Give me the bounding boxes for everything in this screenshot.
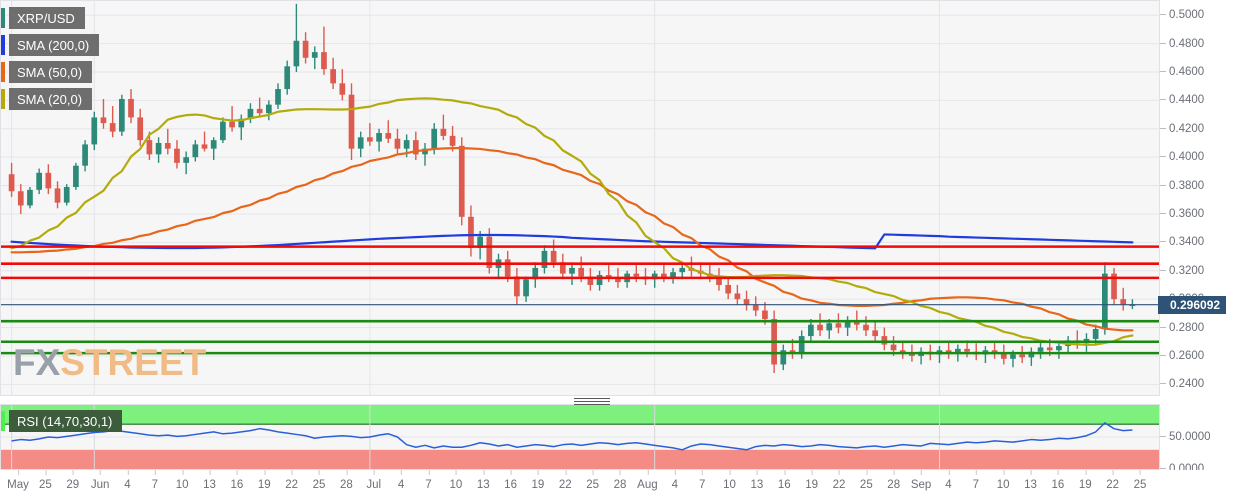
time-tick: 4 xyxy=(124,470,131,491)
rsi-color-swatch xyxy=(1,411,5,431)
legend-sma-200-label: SMA (200,0) xyxy=(17,37,90,53)
time-tick: 7 xyxy=(973,470,979,491)
symbol-color-swatch xyxy=(1,8,5,28)
time-tick: 25 xyxy=(586,470,599,491)
time-tick: 13 xyxy=(750,470,763,491)
time-tick: 16 xyxy=(1051,470,1064,491)
time-tick: 7 xyxy=(152,470,158,491)
pane-separator xyxy=(0,396,1244,404)
legend-sma-20[interactable]: SMA (20,0) xyxy=(1,88,93,110)
time-tick: 25 xyxy=(860,470,873,491)
watermark-fx: FX xyxy=(13,342,61,383)
time-tick: 19 xyxy=(258,470,271,491)
time-tick: 10 xyxy=(723,470,736,491)
time-tick: 28 xyxy=(340,470,353,491)
legend-sma-50-label: SMA (50,0) xyxy=(17,64,83,80)
time-tick: 25 xyxy=(1134,470,1146,491)
time-tick: 13 xyxy=(203,470,216,491)
time-tick: 4 xyxy=(672,470,678,491)
time-tick: 29 xyxy=(66,470,79,491)
time-tick: 13 xyxy=(477,470,490,491)
sma-200-color-swatch xyxy=(1,35,5,55)
legend-sma-20-label: SMA (20,0) xyxy=(17,91,83,107)
time-tick: 4 xyxy=(945,470,952,491)
watermark-street: STREET xyxy=(60,342,207,383)
time-tick: Aug xyxy=(637,470,658,491)
pane-resize-handle[interactable] xyxy=(574,396,610,405)
rsi-axis-scale[interactable]: 50.0000 0.0000 xyxy=(1160,404,1244,475)
rsi-plot-area[interactable] xyxy=(1,405,1159,469)
price-axis-scale[interactable]: 0.5000 0.4800 0.4600 0.4400 0.4200 0.4000 0.38… xyxy=(1160,0,1244,396)
time-tick: Sep xyxy=(911,470,931,491)
fxstreet-watermark: FXSTREET xyxy=(13,342,206,384)
time-tick: 10 xyxy=(449,470,462,491)
time-tick: 22 xyxy=(285,470,298,491)
time-tick: 4 xyxy=(398,470,404,491)
time-tick: 7 xyxy=(425,470,432,491)
price-chart-pane[interactable]: XRP/USD SMA (200,0) SMA (50,0) SMA (20,0… xyxy=(0,0,1160,396)
time-tick: 28 xyxy=(614,470,626,491)
time-tick: May xyxy=(7,470,29,491)
time-axis-scale[interactable]: May 25 29 Jun 4 7 10 13 16 19 22 25 28 Jul 4 7 10 13 16 19 2… xyxy=(0,470,1244,501)
time-tick: Jun xyxy=(91,470,109,491)
legend-sma-50[interactable]: SMA (50,0) xyxy=(1,61,93,83)
time-tick: 22 xyxy=(833,470,845,491)
time-tick: 25 xyxy=(313,470,325,491)
legend-rsi[interactable]: RSI (14,70,30,1) xyxy=(1,410,123,432)
time-tick: Jul xyxy=(366,470,381,491)
current-price-badge: 0.296092 xyxy=(1158,295,1227,314)
time-tick: 16 xyxy=(778,470,791,491)
price-plot-area[interactable] xyxy=(1,1,1159,395)
time-tick: 10 xyxy=(997,470,1010,491)
time-tick: 10 xyxy=(176,470,189,491)
rsi-indicator-pane[interactable]: RSI (14,70,30,1) xyxy=(0,404,1160,470)
legend-sma-200[interactable]: SMA (200,0) xyxy=(1,34,100,56)
time-tick: 19 xyxy=(805,470,818,491)
legend-rsi-label: RSI (14,70,30,1) xyxy=(17,413,113,429)
legend-symbol-label: XRP/USD xyxy=(17,10,75,26)
sma-50-color-swatch xyxy=(1,62,5,82)
price-chart-svg xyxy=(1,1,1159,395)
time-tick: 25 xyxy=(39,470,52,491)
legend-symbol[interactable]: XRP/USD xyxy=(1,7,85,29)
time-tick: 7 xyxy=(699,470,705,491)
time-tick: 28 xyxy=(887,470,900,491)
time-tick: 13 xyxy=(1024,470,1037,491)
time-tick: 19 xyxy=(1079,470,1092,491)
time-tick: 16 xyxy=(504,470,517,491)
rsi-chart-svg xyxy=(1,405,1159,469)
time-tick: 22 xyxy=(559,470,572,491)
time-tick: 19 xyxy=(532,470,544,491)
time-tick: 16 xyxy=(231,470,243,491)
time-tick: 22 xyxy=(1106,470,1119,491)
sma-20-color-swatch xyxy=(1,89,5,109)
